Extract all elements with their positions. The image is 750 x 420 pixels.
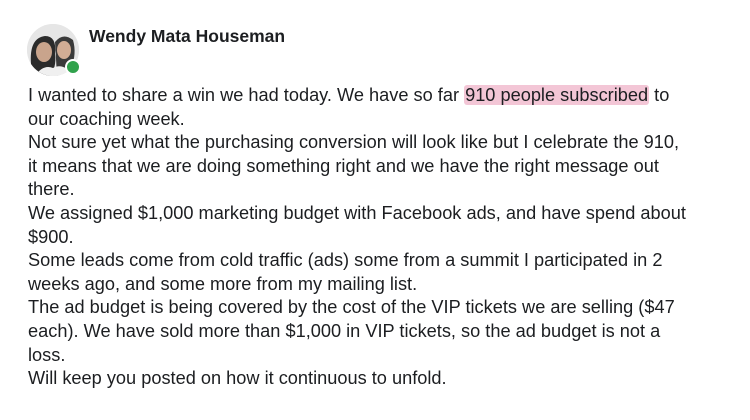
post-line: Will keep you posted on how it continuou… [28,368,447,389]
author-name[interactable]: Wendy Mata Houseman [89,26,286,46]
post-line: $900. [28,226,74,247]
post-line: our coaching week. [28,108,185,129]
post-line: loss. [28,344,66,365]
online-status-icon [65,59,81,75]
post-line: there. [28,179,75,200]
highlighted-text: 910 people subscribed [464,85,650,105]
post-line: The ad budget is being covered by the co… [28,297,675,318]
post-text: to [649,85,670,105]
post-line: weeks ago, and some more from my mailing… [28,273,418,294]
post-line: it means that we are doing something rig… [28,155,659,176]
post-line: Some leads come from cold traffic (ads) … [28,250,663,271]
post-body: I wanted to share a win we had today. We… [28,84,686,391]
post-line: each). We have sold more than $1,000 in … [28,320,661,341]
post-line: We assigned $1,000 marketing budget with… [28,202,686,223]
post-text: I wanted to share a win we had today. We… [28,85,465,105]
post-line: Not sure yet what the purchasing convers… [28,132,680,153]
post-line: I wanted to share a win we had today. We… [28,84,686,108]
